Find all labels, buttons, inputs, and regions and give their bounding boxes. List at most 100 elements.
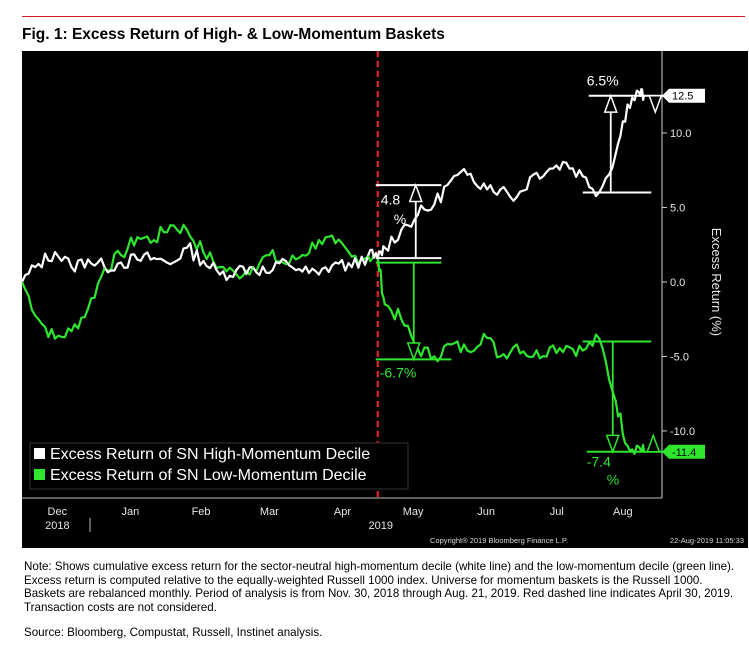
x-tick-label: Aug — [613, 506, 633, 518]
high-momentum-point — [482, 182, 485, 185]
low-momentum-point — [202, 250, 205, 254]
low-momentum-point — [433, 355, 436, 358]
high-momentum-point — [350, 265, 354, 269]
low-momentum-point — [598, 337, 601, 340]
low-momentum-point — [350, 255, 354, 258]
legend-swatch-high — [34, 448, 45, 459]
annot-high-may-label-unit: % — [394, 211, 406, 227]
low-momentum-point — [136, 236, 139, 239]
annot-high-aug-label: 6.5% — [587, 72, 619, 88]
figure-title: Fig. 1: Excess Return of High- & Low-Mom… — [22, 26, 445, 43]
legend-label-high: Excess Return of SN High-Momentum Decile — [50, 446, 370, 463]
y-tick-label: -5.0 — [670, 351, 689, 363]
year-label: 2019 — [369, 520, 393, 532]
low-momentum-point — [565, 344, 568, 348]
low-momentum-line — [22, 223, 646, 455]
high-momentum-point — [499, 188, 502, 191]
chart-panel: 10.0 5.0 0.0 -5.0 -10.0 Excess Return (%) Dec J… — [22, 51, 748, 548]
low-momentum-point — [614, 399, 617, 403]
low-momentum-point — [185, 228, 189, 231]
high-momentum-point — [37, 262, 40, 266]
low-momentum-point — [103, 267, 106, 270]
legend-swatch-low — [34, 469, 45, 480]
y-tick-label: 10.0 — [670, 128, 691, 140]
high-momentum-point — [532, 173, 535, 176]
annot-low-aug-arrowhead — [605, 434, 620, 454]
high-momentum-point — [235, 268, 238, 272]
high-momentum-point — [383, 246, 387, 249]
low-momentum-point — [548, 346, 551, 349]
annot-low-aug-label-unit: % — [607, 472, 619, 488]
low-momentum-point — [581, 349, 584, 352]
annot-high-aug-arrowhead — [603, 93, 618, 113]
low-momentum-point — [268, 253, 271, 257]
annot-low-aug-arrowhead-2 — [646, 433, 661, 453]
high-momentum-point — [416, 213, 420, 217]
low-momentum-point — [22, 280, 24, 284]
low-momentum-point — [334, 242, 337, 245]
x-tick-label: May — [403, 506, 424, 518]
low-momentum-point — [482, 332, 485, 336]
y-tick-label: 0.0 — [670, 277, 685, 289]
low-momentum-point — [301, 253, 304, 257]
x-tick-label: Jan — [122, 506, 140, 518]
copyright-text: Copyright® 2019 Bloomberg Finance L.P. — [430, 536, 568, 545]
high-momentum-point — [169, 262, 172, 266]
low-momentum-point — [152, 239, 156, 242]
legend-label-low: Excess Return of SN Low-Momentum Decile — [50, 467, 367, 484]
high-momentum-point — [334, 261, 337, 264]
annot-high-aug-arrowhead-2 — [648, 94, 663, 115]
x-tick-label: Jun — [477, 506, 495, 518]
high-momentum-point — [565, 161, 568, 164]
low-momentum-point — [235, 273, 238, 276]
low-momentum-point — [400, 318, 403, 321]
low-momentum-point — [169, 224, 172, 227]
low-momentum-point — [383, 303, 387, 306]
low-momentum-point — [119, 253, 123, 257]
high-momentum-point — [268, 271, 271, 275]
low-momentum-point — [515, 343, 518, 346]
high-momentum-point — [284, 259, 288, 263]
high-momentum-point — [152, 256, 156, 260]
high-momentum-point — [626, 103, 629, 106]
high-momentum-point — [218, 273, 222, 276]
low-momentum-point — [466, 349, 469, 352]
y-tick-label: -10.0 — [670, 426, 695, 438]
timestamp-text: 22-Aug-2019 11:05:33 — [670, 536, 744, 545]
legend-box — [29, 442, 409, 490]
figure-source: Source: Bloomberg, Compustat, Russell, I… — [24, 626, 323, 639]
low-momentum-point — [70, 329, 73, 333]
low-momentum-point — [367, 255, 370, 258]
high-momentum-point — [515, 195, 518, 199]
x-tick-label: Feb — [192, 506, 211, 518]
high-momentum-point — [433, 203, 436, 206]
high-momentum-point — [466, 173, 469, 176]
high-momentum-point — [449, 179, 453, 182]
high-momentum-point — [638, 91, 641, 94]
low-momentum-point — [218, 265, 222, 269]
high-momentum-point — [301, 270, 304, 273]
y-axis-label: Excess Return (%) — [709, 228, 724, 336]
high-momentum-point — [317, 273, 321, 276]
figure-note: Note: Shows cumulative excess return for… — [24, 560, 735, 614]
high-last-value-tag-box — [662, 88, 705, 103]
high-last-value-tag: 12.5 — [672, 91, 693, 103]
x-tick-label: Mar — [260, 506, 279, 518]
low-momentum-point — [86, 307, 90, 310]
low-momentum-point — [499, 355, 502, 358]
x-tick-label: Apr — [334, 506, 351, 518]
year-label: 2018 — [45, 520, 69, 532]
x-tick-label: Jul — [550, 506, 564, 518]
high-momentum-point — [581, 174, 584, 178]
annot-high-may-arrowhead — [408, 182, 423, 203]
annot-low-may-arrowhead — [406, 342, 421, 362]
annot-high-may-label: 4.8 — [381, 191, 401, 207]
annot-low-may-label: -6.7% — [380, 364, 417, 380]
high-momentum-point — [70, 265, 73, 269]
low-last-value-tag: -11.4 — [672, 447, 696, 459]
low-momentum-point — [251, 265, 255, 269]
low-momentum-point — [532, 355, 535, 358]
high-momentum-point — [185, 246, 189, 249]
low-momentum-point — [284, 262, 288, 266]
high-momentum-point — [400, 228, 403, 231]
